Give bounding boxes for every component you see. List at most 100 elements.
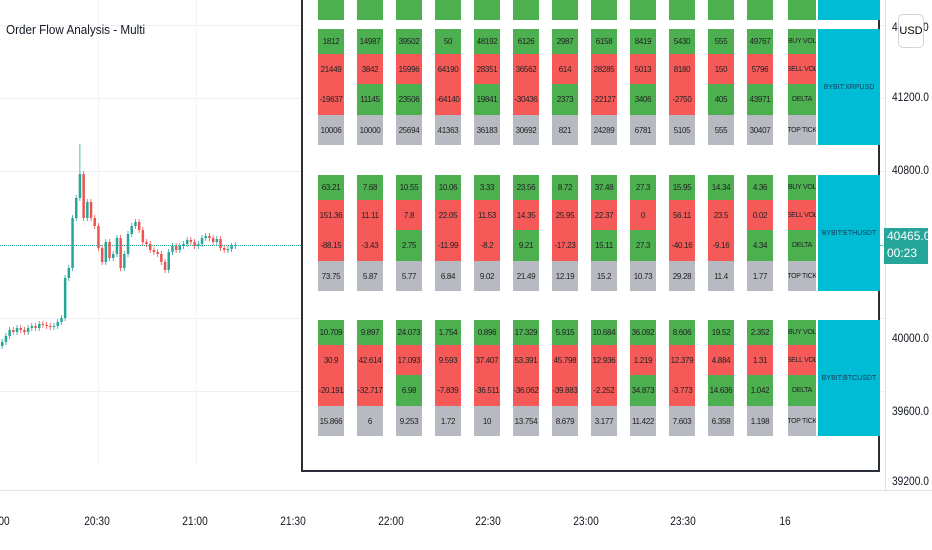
candle-body (126, 234, 130, 254)
delta-cell: 23506 (396, 84, 422, 115)
candle-body (186, 240, 189, 244)
candle-body (156, 252, 159, 254)
sell-cell: 614 (552, 54, 578, 84)
delta-cell: -20.191 (318, 375, 344, 406)
sell-cell: 28285 (591, 54, 617, 84)
candle-body (8, 330, 11, 336)
row-label: SELL VOL (788, 54, 816, 84)
candle-body (75, 198, 78, 218)
candle-body (200, 238, 204, 244)
top-cell: 1.72 (435, 406, 461, 436)
sell-cell: 1.219 (630, 345, 656, 375)
sell-cell: 22.05 (435, 200, 461, 230)
candle-body (78, 174, 82, 198)
price-label: 39200.0 (892, 474, 929, 488)
top-cell: 5105 (669, 115, 695, 145)
sell-cell: 45.798 (552, 345, 578, 375)
symbol-cell: BYBIT:BTCUSDT (818, 320, 880, 436)
candle-body (49, 326, 52, 327)
table-cell-partial (552, 0, 578, 20)
buy-cell: 6126 (513, 29, 539, 54)
table-cell-partial (669, 0, 695, 20)
top-cell: 6.358 (708, 406, 734, 436)
candle-body (12, 330, 15, 332)
sell-cell: 12.936 (591, 345, 617, 375)
candle-body (145, 242, 148, 244)
delta-cell: -11.99 (435, 230, 461, 261)
candle-body (52, 326, 56, 327)
row-label: SELL VOL (788, 345, 816, 375)
sell-cell: 8180 (669, 54, 695, 84)
candle-body (211, 238, 215, 242)
row-label: TOP TICK (788, 406, 816, 436)
grid-line (196, 0, 197, 465)
currency-button[interactable]: USD (898, 14, 924, 48)
price-label: 41200.0 (892, 90, 929, 104)
candle-body (97, 226, 100, 248)
top-cell: 10.73 (630, 261, 656, 291)
buy-cell: 7.68 (357, 175, 383, 200)
sell-cell: 36562 (513, 54, 539, 84)
delta-cell: -36.062 (513, 375, 539, 406)
buy-cell: 4.36 (747, 175, 773, 200)
delta-cell: -2.252 (591, 375, 617, 406)
table-cell-partial (513, 0, 539, 20)
buy-cell: 10.55 (396, 175, 422, 200)
top-cell: 29.28 (669, 261, 695, 291)
row-label: BUY VOL (788, 320, 816, 345)
buy-cell: 50 (435, 29, 461, 54)
buy-cell: 1812 (318, 29, 344, 54)
row-label: TOP TICK (788, 261, 816, 291)
candle-body (93, 218, 96, 226)
symbol-cell: BYBIT:XRPUSD (818, 29, 880, 145)
sell-cell: 37.407 (474, 345, 500, 375)
buy-cell: 555 (708, 29, 734, 54)
sell-cell: 30.9 (318, 345, 344, 375)
candle-body (45, 325, 48, 326)
buy-cell: 37.48 (591, 175, 617, 200)
buy-cell: 36.092 (630, 320, 656, 345)
buy-cell: 10.684 (591, 320, 617, 345)
top-cell: 821 (552, 115, 578, 145)
delta-cell: -2750 (669, 84, 695, 115)
buy-cell: 1.754 (435, 320, 461, 345)
delta-cell: 43971 (747, 84, 773, 115)
top-cell: 11.4 (708, 261, 734, 291)
row-label: DELTA (788, 375, 816, 406)
top-cell: 12.19 (552, 261, 578, 291)
candle-body (204, 236, 207, 238)
top-cell: 6 (357, 406, 383, 436)
top-cell: 10 (474, 406, 500, 436)
sell-cell: 11.11 (357, 200, 383, 230)
candle-body (160, 254, 163, 262)
delta-cell: 3406 (630, 84, 656, 115)
order-flow-table: 1812 14987 39502 50 48192 6126 2987 6158 8419 543… (301, 0, 880, 472)
delta-cell: -22127 (591, 84, 617, 115)
candle-body (26, 328, 30, 332)
delta-cell: 9.21 (513, 230, 539, 261)
row-label: DELTA (788, 230, 816, 261)
indicator-title[interactable]: Order Flow Analysis - Multi (6, 22, 146, 37)
price-label: 40000.0 (892, 331, 929, 345)
candle-body (197, 244, 200, 246)
buy-cell: 5430 (669, 29, 695, 54)
top-cell: 30692 (513, 115, 539, 145)
buy-cell: 15.95 (669, 175, 695, 200)
symbol-cell-partial (818, 0, 880, 20)
candle-body (82, 174, 85, 218)
sell-cell: 5796 (747, 54, 773, 84)
top-cell: 5.77 (396, 261, 422, 291)
time-label: 21:00 (182, 514, 208, 528)
buy-cell: 6158 (591, 29, 617, 54)
buy-cell: 14.34 (708, 175, 734, 200)
sell-cell: 11.53 (474, 200, 500, 230)
time-axis-divider (0, 490, 932, 491)
top-cell: 41363 (435, 115, 461, 145)
top-cell: 1.198 (747, 406, 773, 436)
delta-cell: -17.23 (552, 230, 578, 261)
sell-cell: 28351 (474, 54, 500, 84)
sell-cell: 7.8 (396, 200, 422, 230)
candle-body (193, 242, 196, 246)
top-cell: 9.02 (474, 261, 500, 291)
candlestick-chart[interactable] (0, 0, 300, 470)
